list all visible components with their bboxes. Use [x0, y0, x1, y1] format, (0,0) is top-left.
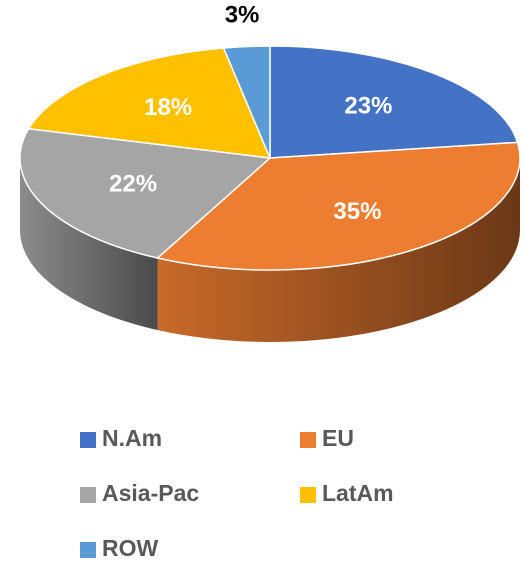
pie-slice [269, 45, 519, 159]
pie-slice [222, 45, 271, 159]
pie-slice [155, 141, 521, 271]
data-label: 18% [144, 94, 192, 121]
legend-swatch [80, 487, 96, 503]
legend-label: EU [322, 425, 354, 451]
legend-swatch [80, 542, 96, 558]
legend-label: LatAm [322, 480, 394, 506]
pie-side [157, 158, 520, 342]
legend-swatch [300, 487, 316, 503]
legend-label: Asia-Pac [102, 480, 199, 506]
data-label: 3% [225, 2, 260, 29]
data-label: 35% [333, 198, 381, 225]
legend-swatch [300, 432, 316, 448]
legend-label: N.Am [102, 425, 162, 451]
data-label: 22% [109, 171, 157, 198]
legend-label: ROW [102, 535, 159, 561]
data-label: 23% [344, 93, 392, 120]
pie-side [20, 158, 158, 331]
legend-swatch [80, 432, 96, 448]
pie-slice [19, 127, 272, 259]
pie-slice [27, 47, 272, 159]
